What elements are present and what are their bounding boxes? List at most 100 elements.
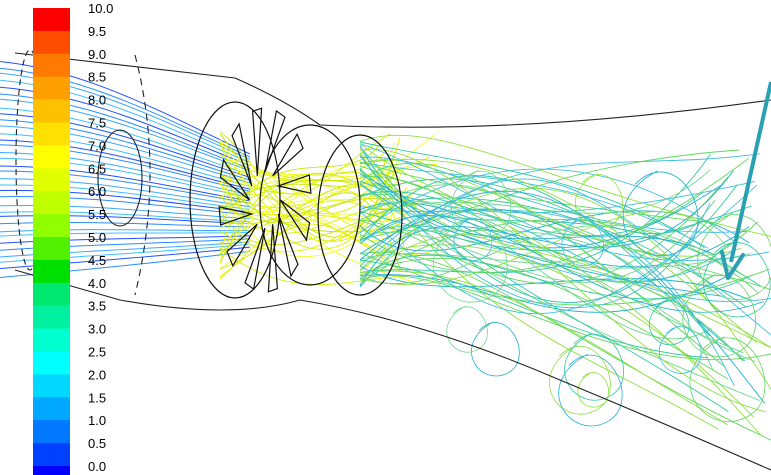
- legend-swatch: [33, 99, 70, 123]
- streamline: [359, 175, 710, 337]
- nacelle-upper-edge: [14, 52, 771, 128]
- legend-swatch: [33, 30, 70, 55]
- legend-swatch: [33, 53, 70, 77]
- rotor-blade: [231, 122, 253, 187]
- legend-tick-label: 8.0: [88, 93, 106, 108]
- streamline: [697, 213, 771, 300]
- streamline: [359, 148, 771, 349]
- legend-tick-label: 1.0: [88, 413, 106, 428]
- legend-swatch: [33, 328, 70, 352]
- streamline: [359, 148, 766, 413]
- streamline: [219, 170, 425, 233]
- streamline: [359, 184, 758, 314]
- streamline: [219, 154, 382, 208]
- legend-tick-label: 0.0: [88, 459, 106, 474]
- legend-swatch: [33, 8, 70, 32]
- streamline: [359, 206, 735, 387]
- rotor-blade: [272, 132, 304, 177]
- legend-tick-label: 2.0: [88, 367, 106, 382]
- legend-swatch: [33, 259, 70, 284]
- streamline: [649, 299, 690, 346]
- streamline: [359, 168, 729, 412]
- legend-tick-label: 6.5: [88, 161, 106, 176]
- legend-swatch: [33, 191, 70, 215]
- nacelle-lower-edge: [14, 269, 771, 471]
- spinner-nose: [97, 129, 143, 227]
- rotor-blade: [267, 224, 279, 293]
- streamline: [219, 181, 423, 258]
- streamline: [658, 325, 702, 374]
- annotation-arrow: [720, 81, 771, 280]
- streamline: [359, 183, 723, 297]
- streamline: [219, 142, 395, 183]
- legend-tick-label: 0.5: [88, 436, 106, 451]
- rotor-disc-rear: [259, 124, 361, 286]
- streamline: [433, 218, 508, 303]
- arrow-head: [720, 250, 745, 280]
- legend-tick-label: 10.0: [88, 1, 113, 16]
- legend-swatch: [33, 145, 70, 169]
- streamline: [219, 163, 438, 208]
- legend-tick-label: 7.5: [88, 116, 106, 131]
- legend-swatch: [33, 443, 70, 467]
- streamline: [359, 251, 771, 441]
- streamline: [219, 213, 386, 269]
- streamline: [561, 218, 604, 266]
- streamline: [359, 144, 711, 309]
- streamline: [682, 273, 756, 358]
- legend-tick-label: 8.5: [88, 70, 106, 85]
- streamline: [359, 224, 744, 285]
- arrow-shaft: [729, 81, 771, 263]
- legend-tick-label: 1.5: [88, 390, 106, 405]
- legend-swatch: [33, 76, 70, 100]
- streamline: [564, 333, 624, 401]
- streamline: [359, 183, 760, 402]
- streamline: [359, 210, 771, 303]
- streamline: [453, 217, 493, 261]
- streamline: [359, 252, 771, 306]
- legend-swatch: [33, 351, 70, 375]
- legend-swatch: [33, 282, 70, 306]
- outer-casing: [134, 54, 151, 296]
- rotor-blade: [276, 174, 312, 194]
- streamline: [219, 137, 400, 242]
- legend-swatch: [33, 420, 70, 444]
- streamline: [558, 353, 623, 427]
- legend-swatch: [33, 168, 70, 192]
- rotor-blade: [264, 109, 286, 173]
- streamline: [359, 273, 731, 313]
- legend-swatch: [33, 374, 70, 398]
- streamline: [359, 178, 771, 336]
- streamline: [359, 219, 759, 294]
- legend-tick-label: 9.0: [88, 47, 106, 62]
- legend-tick-label: 7.0: [88, 138, 106, 153]
- legend-tick-label: 4.0: [88, 276, 106, 291]
- streamline: [219, 197, 409, 224]
- streamline: [219, 163, 381, 214]
- streamline: [219, 170, 392, 214]
- streamline: [575, 173, 623, 228]
- streamline: [359, 161, 714, 224]
- streamline: [623, 170, 699, 257]
- rotor-blade: [244, 227, 266, 291]
- rotor-blade: [219, 158, 251, 201]
- streamline: [451, 170, 512, 238]
- streamline: [703, 241, 771, 318]
- streamline: [219, 179, 401, 264]
- legend-swatch: [33, 214, 70, 238]
- streamline: [359, 184, 756, 363]
- streamline: [359, 180, 756, 214]
- legend-tick-label: 3.0: [88, 322, 106, 337]
- streamline: [359, 158, 749, 273]
- streamline: [359, 270, 729, 426]
- streamline: [219, 158, 386, 255]
- streamline: [359, 159, 757, 343]
- legend-swatch: [33, 466, 70, 475]
- rotor-blade: [251, 107, 263, 176]
- streamline: [359, 233, 771, 348]
- streamline: [359, 153, 760, 267]
- rotor-blade: [218, 206, 254, 226]
- legend-tick-label: 5.5: [88, 207, 106, 222]
- streamline: [689, 336, 766, 422]
